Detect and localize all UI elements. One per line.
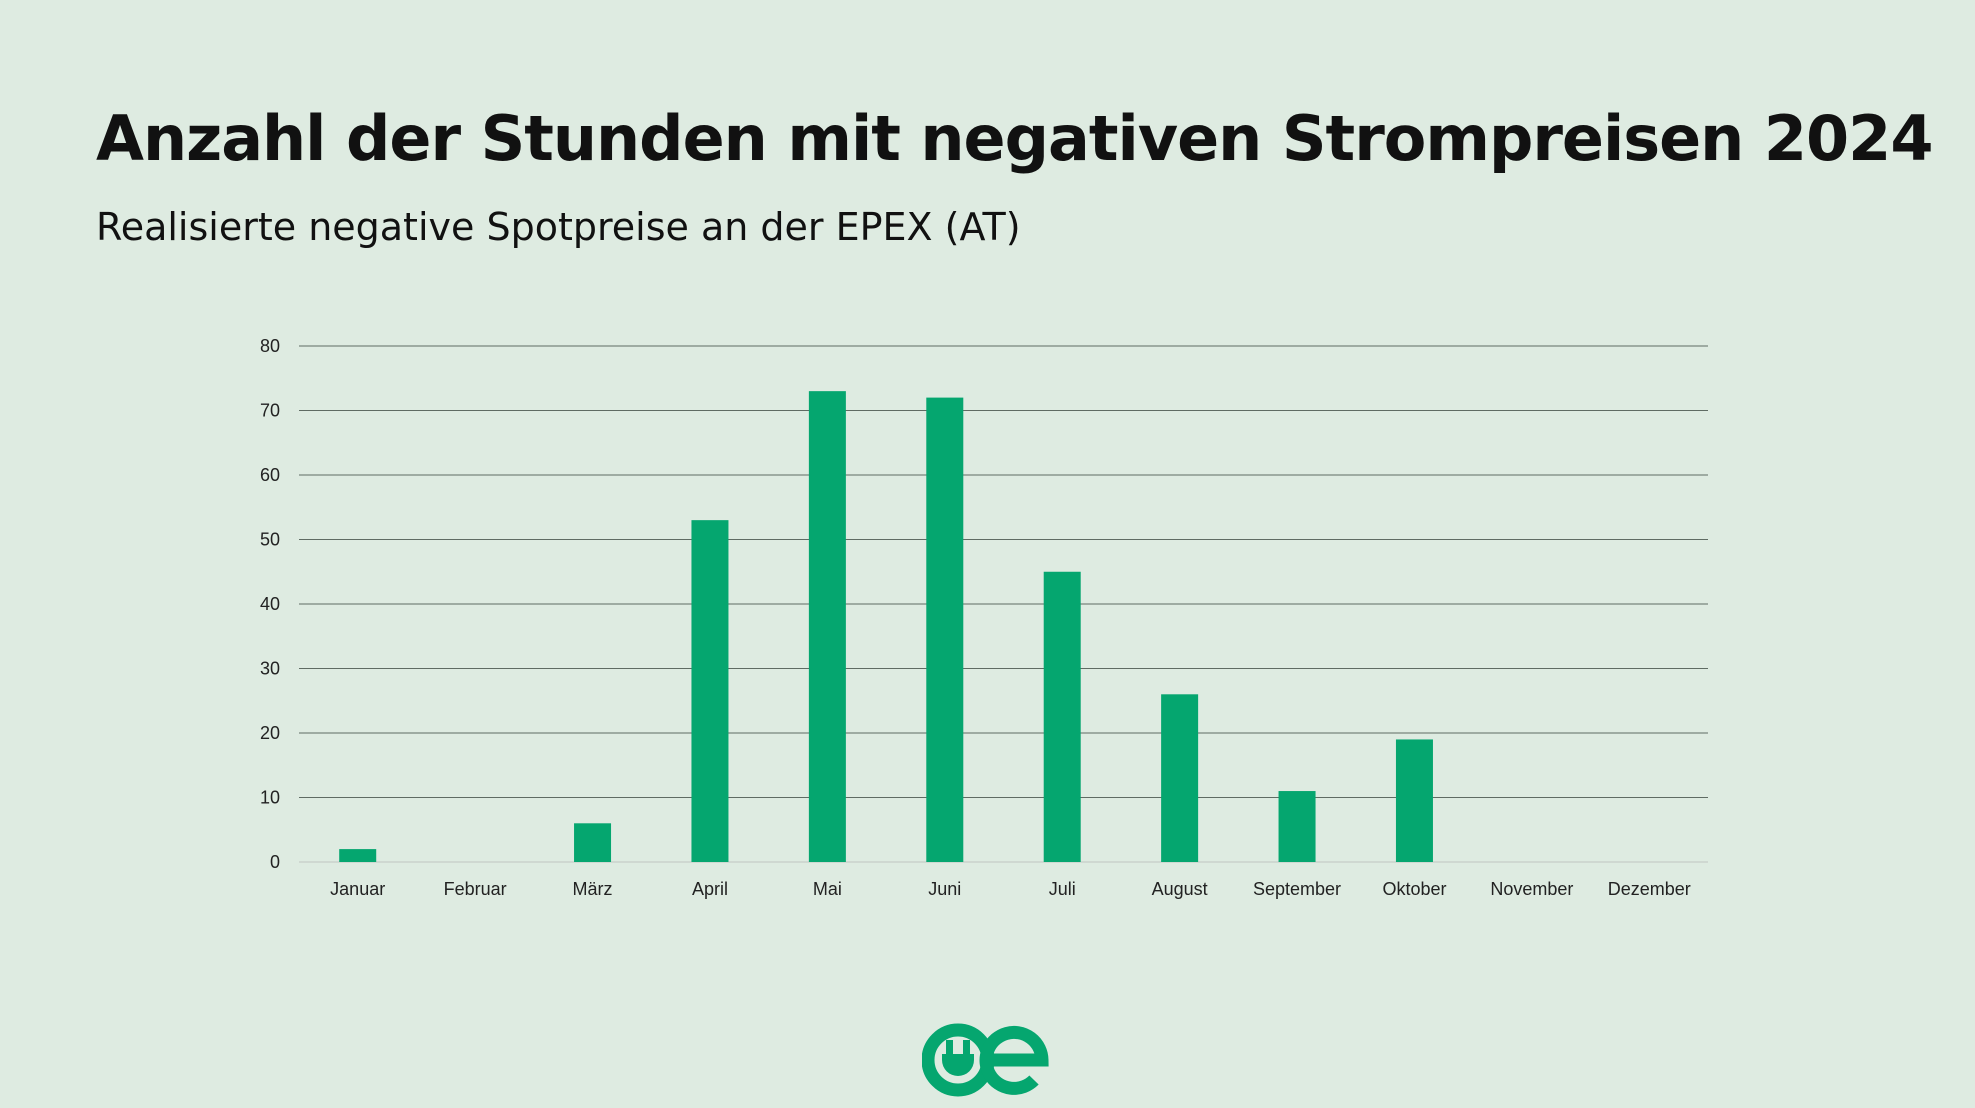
x-tick-label: November (1490, 879, 1573, 899)
x-tick-label: Februar (444, 879, 507, 899)
logo-icon (922, 1023, 1049, 1097)
bar-juli (1043, 571, 1081, 862)
bar-juni (926, 397, 964, 862)
y-tick-label: 20 (260, 723, 280, 743)
x-tick-label: Oktober (1382, 879, 1446, 899)
y-tick-label: 10 (260, 788, 280, 808)
bar-september (1278, 791, 1316, 862)
y-tick-label: 40 (260, 594, 280, 614)
x-tick-label: April (692, 879, 728, 899)
y-tick-label: 60 (260, 465, 280, 485)
y-tick-label: 30 (260, 659, 280, 679)
y-tick-label: 80 (260, 336, 280, 356)
x-tick-label: Juni (928, 879, 961, 899)
y-tick-label: 70 (260, 401, 280, 421)
bar-mai (808, 391, 846, 862)
bar-januar (339, 849, 377, 862)
y-tick-label: 50 (260, 530, 280, 550)
x-tick-label: Mai (813, 879, 842, 899)
bar-august (1161, 694, 1199, 862)
y-tick-label: 0 (270, 852, 280, 872)
chart-subtitle: Realisierte negative Spotpreise an der E… (96, 205, 1021, 249)
bar-april (691, 520, 729, 862)
x-tick-label: September (1253, 879, 1341, 899)
x-tick-label: August (1152, 879, 1208, 899)
bar-chart: 0 10 20 30 40 50 60 70 80 Januar Februar März April M… (260, 336, 1708, 899)
bar-oktober (1395, 739, 1433, 862)
x-tick-label: März (573, 879, 613, 899)
chart-title: Anzahl der Stunden mit negativen Strompr… (96, 102, 1933, 175)
bar-märz (574, 823, 612, 862)
x-tick-label: Dezember (1608, 879, 1691, 899)
x-tick-label: Januar (330, 879, 385, 899)
x-tick-label: Juli (1049, 879, 1076, 899)
